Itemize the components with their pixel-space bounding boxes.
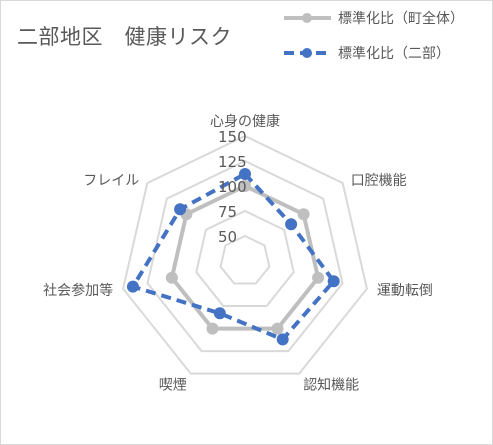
axis-label-6: 社会参加等 [43, 282, 113, 299]
tick-label-75: 75 [218, 203, 237, 221]
series-2-point-7 [174, 203, 187, 216]
grid-ring-150 [122, 134, 368, 375]
axis-label-2: 口腔機能 [351, 173, 407, 189]
series-line-1 [169, 184, 321, 331]
legend-marker-1 [302, 13, 312, 23]
grid-ring-75 [195, 209, 295, 307]
axis-label-1: 心身の健康 [210, 113, 280, 130]
series-1-point-1 [239, 180, 251, 192]
chart-title: 二部地区 健康リスク [17, 25, 232, 49]
grid-ring-125 [146, 159, 344, 353]
axis-label-4: 認知機能 [303, 377, 359, 394]
legend-label-1: 標準化比（町全体） [338, 10, 464, 27]
legend-marker-2 [302, 48, 312, 58]
grid-ring-50 [219, 234, 271, 285]
series-2-point-4 [276, 333, 289, 346]
axis-label-5: 喫煙 [159, 378, 187, 394]
axis-label-7: フレイル [83, 173, 139, 189]
series-1-point-6 [165, 271, 178, 284]
series-1-point-3 [312, 271, 325, 284]
series-1-point-5 [206, 322, 219, 335]
legend-label-2: 標準化比（二部） [338, 46, 450, 62]
tick-label-125: 125 [218, 153, 247, 171]
tick-label-100: 100 [218, 178, 247, 196]
series-2-point-5 [213, 307, 226, 320]
series-1-point-4 [271, 322, 284, 335]
series-2-point-6 [126, 280, 139, 293]
series-2-point-3 [327, 275, 340, 288]
series-2-point-1 [239, 168, 251, 180]
axis-label-3: 運動転倒 [377, 283, 433, 299]
series-2-point-2 [285, 218, 298, 231]
series-1-point-2 [297, 208, 310, 221]
tick-label-150: 150 [218, 128, 247, 146]
tick-label-50: 50 [218, 228, 237, 246]
series-line-2 [130, 172, 336, 342]
